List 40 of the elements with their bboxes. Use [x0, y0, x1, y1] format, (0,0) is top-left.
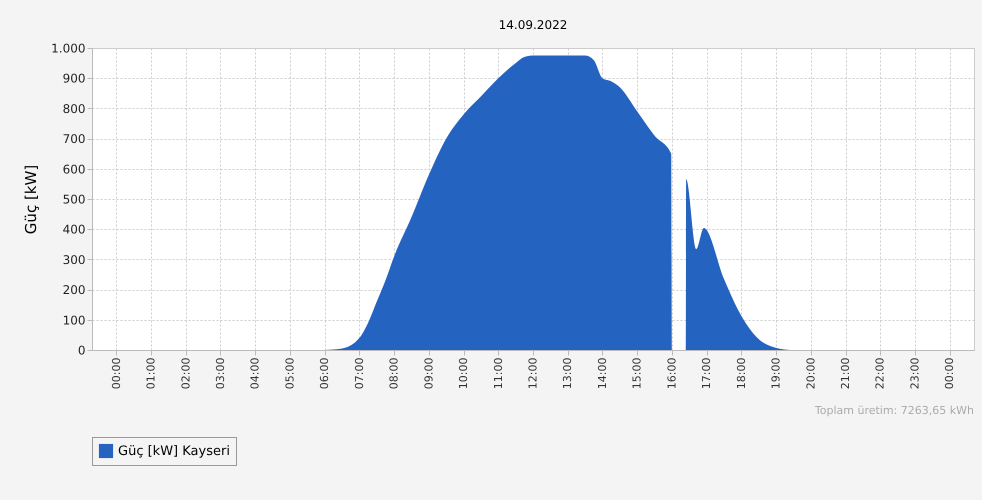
x-tick-label: 11:00 — [492, 358, 505, 390]
y-axis-title: Güç [kW] — [22, 164, 40, 234]
y-tick-label: 400 — [62, 222, 86, 237]
x-tick-label: 09:00 — [422, 358, 436, 390]
x-tick-label: 19:00 — [770, 358, 783, 390]
y-tick-label: 500 — [62, 192, 86, 206]
x-tick-label: 12:00 — [526, 358, 540, 390]
x-tick-label: 07:00 — [352, 358, 366, 390]
x-tick-label: 08:00 — [388, 358, 401, 390]
y-tick-label: 0 — [78, 344, 86, 358]
x-tick-label: 14:00 — [596, 358, 609, 390]
x-tick-label: 03:00 — [214, 358, 227, 390]
x-tick-label: 04:00 — [248, 358, 262, 390]
x-tick-label: 13:00 — [561, 358, 574, 390]
x-tick-label: 23:00 — [908, 358, 922, 390]
y-tick-label: 900 — [62, 72, 86, 86]
x-tick-label: 00:00 — [110, 358, 123, 390]
x-tick-label: 22:00 — [874, 358, 887, 390]
y-tick-label: 100 — [62, 313, 86, 328]
x-tick-label: 02:00 — [179, 358, 192, 390]
y-tick-label: 700 — [62, 132, 86, 146]
text: Toplam üretim: 7263,65 kWh — [814, 404, 974, 417]
y-tick-label: 800 — [62, 102, 86, 116]
y-tick-label: 200 — [62, 283, 86, 298]
y-tick-label: 300 — [62, 252, 86, 267]
x-tick-label: 01:00 — [144, 358, 158, 390]
chart-title: 14.09.2022 — [498, 18, 568, 32]
x-tick-label: 05:00 — [283, 358, 296, 390]
x-tick-label: 18:00 — [734, 358, 748, 390]
y-tick-label: 600 — [62, 162, 86, 176]
legend-label: Güç [kW] Kayseri — [118, 444, 230, 459]
x-tick-label: 10:00 — [457, 358, 470, 390]
x-tick-label: 15:00 — [630, 358, 644, 390]
x-tick-label: 20:00 — [804, 358, 818, 390]
x-tick-label: 00:00 — [943, 358, 956, 390]
x-tick-label: 16:00 — [665, 358, 678, 390]
x-tick-label: 06:00 — [318, 358, 332, 390]
y-tick-label: 1.000 — [51, 42, 86, 56]
x-tick-label: 21:00 — [839, 358, 852, 390]
x-tick-label: 17:00 — [700, 358, 714, 390]
